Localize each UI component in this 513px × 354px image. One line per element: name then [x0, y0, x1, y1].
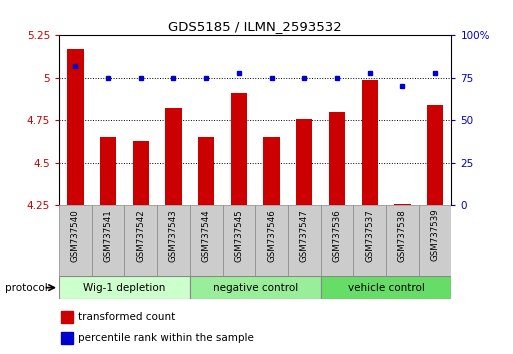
Bar — [190, 276, 321, 299]
Bar — [231, 93, 247, 205]
Text: GSM737538: GSM737538 — [398, 209, 407, 262]
Text: percentile rank within the sample: percentile rank within the sample — [78, 332, 254, 343]
Text: GSM737544: GSM737544 — [202, 209, 211, 262]
Bar — [124, 205, 157, 276]
Bar — [394, 204, 410, 205]
Text: vehicle control: vehicle control — [348, 282, 424, 293]
Text: GSM737543: GSM737543 — [169, 209, 178, 262]
Bar — [59, 276, 190, 299]
Text: GSM737546: GSM737546 — [267, 209, 276, 262]
Text: GSM737537: GSM737537 — [365, 209, 374, 262]
Bar — [223, 205, 255, 276]
Bar — [190, 205, 223, 276]
Bar — [100, 137, 116, 205]
Bar — [165, 108, 182, 205]
Bar — [386, 205, 419, 276]
Bar — [255, 205, 288, 276]
Text: GSM737541: GSM737541 — [104, 209, 112, 262]
Text: negative control: negative control — [212, 282, 298, 293]
Text: GSM737539: GSM737539 — [430, 209, 440, 262]
Text: GSM737536: GSM737536 — [332, 209, 342, 262]
Bar — [67, 49, 84, 205]
Text: transformed count: transformed count — [78, 312, 175, 322]
Bar — [288, 205, 321, 276]
Bar — [92, 205, 125, 276]
Bar — [263, 137, 280, 205]
Bar — [321, 276, 451, 299]
Bar — [353, 205, 386, 276]
Bar — [296, 119, 312, 205]
Bar — [198, 137, 214, 205]
Bar — [61, 312, 73, 323]
Text: GSM737547: GSM737547 — [300, 209, 309, 262]
Text: GSM737540: GSM737540 — [71, 209, 80, 262]
Bar — [157, 205, 190, 276]
Bar — [61, 332, 73, 343]
Bar — [329, 112, 345, 205]
Bar — [419, 205, 451, 276]
Bar — [59, 205, 92, 276]
Text: protocol: protocol — [5, 282, 48, 293]
Bar — [362, 80, 378, 205]
Text: GSM737545: GSM737545 — [234, 209, 243, 262]
Bar — [132, 141, 149, 205]
Bar — [321, 205, 353, 276]
Bar — [427, 105, 443, 205]
Title: GDS5185 / ILMN_2593532: GDS5185 / ILMN_2593532 — [168, 20, 342, 33]
Text: GSM737542: GSM737542 — [136, 209, 145, 262]
Text: Wig-1 depletion: Wig-1 depletion — [83, 282, 166, 293]
